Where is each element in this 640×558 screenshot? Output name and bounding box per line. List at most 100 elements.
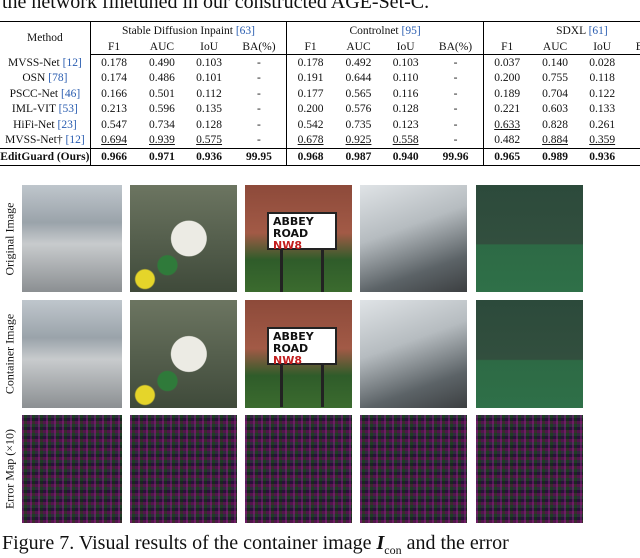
photo [360, 300, 467, 408]
value-cell: 0.828 [542, 118, 568, 131]
method-cell: MVSS-Net [12] [0, 55, 90, 71]
value-cell: - [625, 102, 640, 118]
value-cell: 0.178 [286, 54, 334, 71]
method-cell: EditGuard (Ours) [0, 148, 91, 166]
method-cell: IML-VIT [53] [0, 102, 90, 118]
caption-symbol: I [376, 532, 385, 554]
group-ref: [61] [588, 24, 608, 37]
row-label-text: Container Image [2, 313, 17, 395]
value-cell: 0.925 [345, 134, 372, 147]
value-cell: 0.542 [286, 117, 334, 133]
error-map [476, 415, 583, 523]
value-cell: - [453, 72, 458, 85]
column-header: AUC [333, 39, 384, 55]
value-cell: - [453, 118, 458, 131]
value-cell: 0.128 [392, 103, 419, 116]
value-cell: 0.940 [383, 148, 429, 166]
value-cell: 0.177 [286, 86, 334, 102]
value-cell: 0.133 [589, 103, 616, 116]
value-cell: 0.501 [149, 87, 175, 100]
value-cell: - [257, 56, 261, 69]
value-cell: 0.734 [149, 118, 175, 131]
table-wrap: Method Stable Diffusion Inpaint [63] Contr… [0, 21, 640, 171]
value-cell: - [453, 56, 458, 69]
value-cell: - [625, 117, 640, 133]
value-cell: 0.028 [589, 56, 616, 69]
value-cell: 0.987 [333, 148, 384, 166]
sign-text: ABBEY [273, 330, 314, 343]
column-header: BA(%) [231, 39, 287, 55]
value-cell: 0.191 [286, 70, 334, 86]
value-cell: 0.968 [286, 148, 334, 166]
table-row: PSCC-Net [46] 0.166 0.501 0.112-0.177 0.565 0… [0, 86, 640, 102]
value-cell: - [257, 118, 261, 131]
value-cell: - [625, 55, 640, 71]
value-cell: - [453, 134, 458, 147]
column-header: IoU [383, 39, 429, 55]
method-ref: [12] [65, 134, 85, 147]
value-cell: 0.644 [345, 72, 372, 85]
table-row: IML-VIT [53] 0.213 0.596 0.135-0.200 0.576 0.… [0, 101, 640, 118]
value-cell: - [257, 134, 261, 147]
value-cell: 0.989 [530, 148, 580, 166]
method-name: IML-VIT [11, 103, 56, 116]
value-cell: 0.178 [89, 54, 138, 71]
value-cell: - [453, 103, 458, 116]
column-header: IoU [186, 39, 232, 55]
method-ref: [12] [62, 56, 82, 69]
column-header: AUC [137, 39, 187, 55]
table-row: EditGuard (Ours) 0.966 0.971 0.936 99.95 0.96… [0, 148, 640, 166]
value-cell: 0.189 [482, 86, 531, 102]
column-header: BA(%) [428, 39, 484, 55]
table-row: HiFi-Net [23] 0.547 0.734 0.128-0.542 0.735 0… [0, 117, 640, 133]
caption-subscript: con [384, 543, 402, 557]
value-cell: 0.884 [542, 134, 568, 147]
value-cell: 0.110 [392, 72, 419, 85]
group-name: SDXL [556, 24, 586, 37]
column-header: F1 [286, 39, 334, 55]
top-text: the network finetuned in our constructed… [2, 0, 430, 13]
sign-post [280, 365, 283, 407]
caption: Figure 7. Visual results of the containe… [2, 532, 509, 558]
tbody: MVSS-Net [12] 0.178 0.490 0.103-0.178 0.492 0… [0, 54, 640, 166]
value-cell: 0.575 [196, 134, 223, 147]
group-header: Stable Diffusion Inpaint [63] [89, 21, 287, 39]
sign-post [321, 365, 324, 407]
value-cell: 0.694 [89, 132, 138, 149]
value-cell: 0.965 [482, 148, 531, 166]
value-cell: 99.95 [231, 148, 287, 166]
error-map [22, 415, 122, 523]
value-cell: 0.112 [196, 87, 222, 100]
value-cell: 0.200 [286, 101, 334, 117]
group-ref: [95] [401, 24, 421, 37]
column-header: IoU [579, 39, 625, 55]
value-cell: 99.96 [428, 148, 484, 166]
value-cell: 0.633 [482, 117, 531, 133]
method-name: OSN [22, 72, 46, 85]
photo [22, 185, 122, 292]
value-cell: 0.037 [482, 54, 531, 71]
sign-line: ROAD NW8 [273, 343, 331, 367]
value-cell: 0.359 [589, 134, 616, 147]
method-cell: HiFi-Net [23] [0, 117, 90, 133]
photo [22, 300, 122, 408]
value-cell: 0.735 [345, 118, 372, 131]
table-row: MVSS-Net† [12] 0.694 0.939 0.575-0.678 0.925… [0, 132, 640, 149]
photo [476, 185, 583, 292]
sign-text: ROAD [273, 342, 309, 355]
value-cell: - [625, 86, 640, 102]
sign-post [321, 250, 324, 292]
value-cell: 0.971 [137, 148, 187, 166]
value-cell: 0.123 [392, 118, 419, 131]
caption-text: and the error [401, 532, 509, 554]
row-label: Error Map (×10) [0, 415, 20, 523]
value-cell: 0.213 [89, 101, 138, 117]
value-cell: 0.678 [286, 132, 334, 149]
value-cell: 0.122 [589, 87, 616, 100]
group-name: Stable Diffusion Inpaint [122, 24, 233, 37]
group-header: Controlnet [95] [286, 21, 484, 39]
value-cell: 0.576 [345, 103, 372, 116]
value-cell: 0.547 [89, 117, 138, 133]
